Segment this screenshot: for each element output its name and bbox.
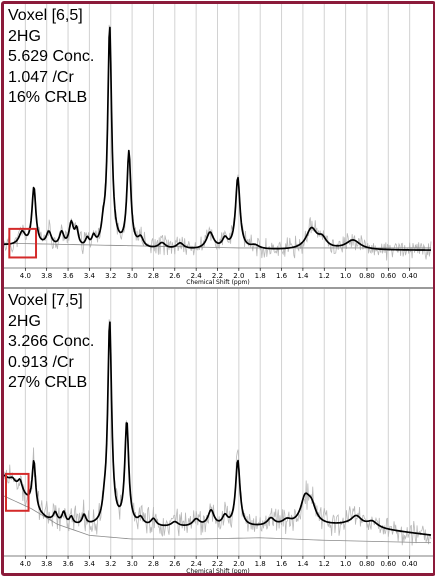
x-tick-label: 1.4 [297,560,309,568]
metabolite-readout: Voxel [7,5] 2HG 3.266 Conc. 0.913 /Cr 27… [8,291,94,394]
x-tick-label: 2.6 [169,560,181,568]
2hg-highlight-box [5,472,30,512]
2hg-highlight-box [8,227,38,259]
metabolite-label: 2HG [8,27,41,45]
x-tick-label: 1.4 [297,272,309,280]
spectrum-panel-voxel-7-5: 4.0 3.8 3.6 3.4 3.2 3.0 2.8 2.6 2.4 2.2 2.0 1.8 1.6 1… [4,287,433,575]
crlb-value: 27% CRLB [8,374,88,392]
x-tick-label: 0.40 [402,272,418,280]
x-tick-label: 3.0 [127,560,138,568]
x-tick-label: 0.80 [359,560,375,568]
x-tick-label: 1.8 [255,272,266,280]
x-tick-label: 2.8 [148,560,159,568]
crlb-value: 16% CRLB [8,89,88,107]
x-tick-label: 3.4 [84,272,96,280]
x-tick-label: 1.0 [340,560,351,568]
voxel-label: Voxel [6,5] [8,7,83,24]
raw-spectrum-line [4,319,432,546]
x-axis-ticks: 4.0 3.8 3.6 3.4 3.2 3.0 2.8 2.6 2.4 2.2 2.0 1.8 1.6 1… [20,268,418,280]
x-tick-label: 3.8 [41,560,52,568]
x-tick-label: 3.6 [62,560,74,568]
x-axis-title: Chemical Shift (ppm) [186,279,249,286]
fit-spectrum-line [4,321,432,536]
x-tick-label: 3.8 [41,272,52,280]
fit-spectrum-line [4,26,432,251]
x-tick-label: 0.40 [402,560,418,568]
x-tick-label: 4.0 [20,272,31,280]
spectrum-chart-voxel-6-5: 4.0 3.8 3.6 3.4 3.2 3.0 2.8 2.6 2.4 2.2 2.0 1.8 1.6 1… [4,4,433,286]
x-tick-label: 2.2 [212,560,223,568]
x-tick-label: 1.8 [255,560,266,568]
x-tick-label: 2.4 [191,560,203,568]
x-tick-label: 1.2 [319,272,330,280]
x-tick-label: 2.0 [233,560,244,568]
grid-lines [24,289,411,558]
x-tick-label: 1.6 [276,560,288,568]
fit-baseline-line [4,495,432,544]
x-tick-label: 1.2 [319,560,330,568]
creatine-ratio-value: 0.913 /Cr [8,353,74,371]
x-tick-label: 2.0 [233,272,244,280]
x-axis-ticks: 4.0 3.8 3.6 3.4 3.2 3.0 2.8 2.6 2.4 2.2 2.0 1.8 1.6 1… [20,556,418,568]
spectrum-chart-voxel-7-5: 4.0 3.8 3.6 3.4 3.2 3.0 2.8 2.6 2.4 2.2 2.0 1.8 1.6 1… [4,289,433,575]
x-tick-label: 3.0 [127,272,138,280]
metabolite-readout: Voxel [6,5] 2HG 5.629 Conc. 1.047 /Cr 16… [8,6,94,109]
x-tick-label: 3.6 [62,272,74,280]
x-tick-label: 0.60 [381,560,397,568]
spectrum-panel-voxel-6-5: 4.0 3.8 3.6 3.4 3.2 3.0 2.8 2.6 2.4 2.2 2.0 1.8 1.6 1… [4,4,433,287]
grid-lines [24,4,411,270]
x-tick-label: 3.2 [105,272,116,280]
x-tick-label: 2.2 [212,272,223,280]
concentration-value: 3.266 Conc. [8,333,95,351]
x-tick-label: 2.4 [191,272,203,280]
x-tick-label: 0.80 [359,272,375,280]
x-tick-label: 1.6 [276,272,288,280]
creatine-ratio-value: 1.047 /Cr [8,68,74,86]
x-tick-label: 3.4 [84,560,96,568]
x-tick-label: 1.0 [340,272,351,280]
x-tick-label: 2.8 [148,272,159,280]
x-tick-label: 4.0 [20,560,31,568]
x-tick-label: 0.60 [381,272,397,280]
voxel-label: Voxel [7,5] [8,292,83,309]
x-tick-label: 2.6 [169,272,181,280]
metabolite-label: 2HG [8,312,41,330]
x-tick-label: 3.2 [105,560,116,568]
concentration-value: 5.629 Conc. [8,48,95,66]
fit-baseline-line [4,242,431,249]
x-axis-title: Chemical Shift (ppm) [186,568,249,575]
